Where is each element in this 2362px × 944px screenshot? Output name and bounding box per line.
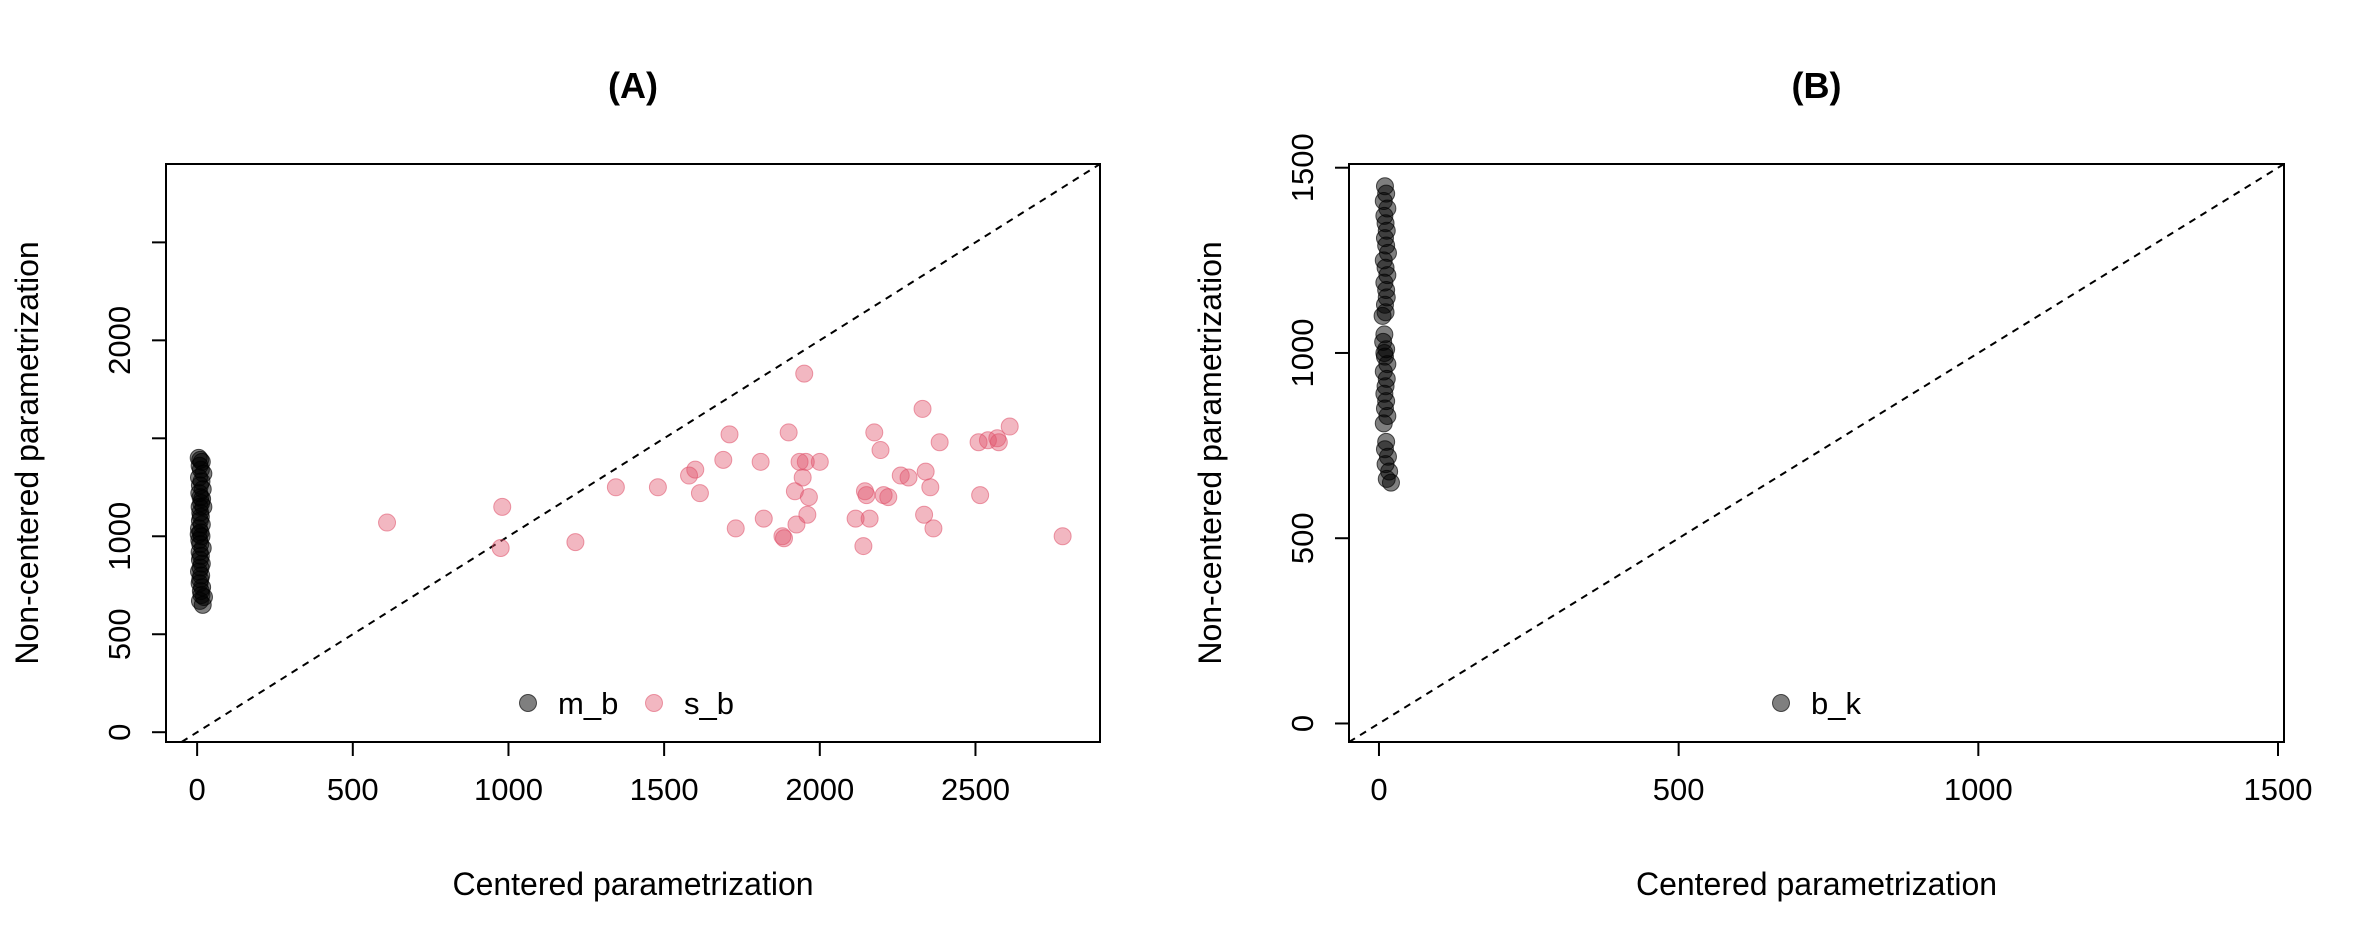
legend-marker (1772, 694, 1790, 712)
y-tick-label: 1000 (1285, 318, 1320, 387)
point-m-b (193, 595, 212, 614)
point-b-k (1373, 306, 1392, 325)
point-s-b (916, 462, 935, 481)
point-b-k (1381, 473, 1400, 492)
point-s-b (879, 488, 898, 507)
point-s-b (913, 399, 932, 418)
x-axis-label: Centered parametrization (452, 866, 813, 902)
point-s-b (493, 497, 512, 516)
x-tick-label: 0 (189, 772, 206, 807)
point-s-b (790, 452, 809, 471)
point-s-b (686, 460, 705, 479)
x-tick-label: 0 (1370, 772, 1387, 807)
x-tick-label: 1000 (1944, 772, 2013, 807)
chart-title: (B) (1792, 65, 1842, 106)
legend-label: b_k (1811, 686, 1861, 721)
point-s-b (899, 468, 918, 487)
identity-line (1348, 163, 2285, 743)
y-tick-label: 500 (102, 608, 137, 660)
point-s-b (1000, 417, 1019, 436)
x-tick-label: 500 (327, 772, 379, 807)
point-s-b (989, 433, 1008, 452)
y-axis-label: Non-centered parametrization (9, 241, 45, 664)
point-s-b (798, 505, 817, 524)
point-s-b (860, 509, 879, 528)
point-s-b (971, 486, 990, 505)
chart-title: (A) (608, 65, 658, 106)
point-s-b (865, 423, 884, 442)
point-s-b (714, 450, 733, 469)
point-s-b (930, 433, 949, 452)
point-s-b (726, 519, 745, 538)
y-tick-label: 500 (1285, 512, 1320, 564)
point-s-b (690, 484, 709, 503)
point-s-b (1053, 527, 1072, 546)
point-s-b (606, 478, 625, 497)
legend-marker (645, 694, 663, 712)
point-s-b (796, 452, 815, 471)
point-s-b (810, 452, 829, 471)
point-b-k (1374, 414, 1393, 433)
plot-frame (1348, 163, 2285, 743)
x-tick-label: 1500 (2244, 772, 2313, 807)
panel-a: (A) 0 500 1000 1500 2000 2500 0 500 1000 2000 Cente… (9, 65, 1101, 902)
point-s-b (378, 513, 397, 532)
legend-label: s_b (684, 686, 734, 721)
point-s-b (799, 488, 818, 507)
x-tick-label: 2500 (941, 772, 1010, 807)
point-s-b (774, 529, 793, 548)
legend-marker (519, 694, 537, 712)
point-s-b (915, 505, 934, 524)
point-s-b (854, 537, 873, 556)
point-s-b (648, 478, 667, 497)
x-tick-label: 2000 (785, 772, 854, 807)
x-axis-label: Centered parametrization (1636, 866, 1997, 902)
point-s-b (751, 452, 770, 471)
point-s-b (720, 425, 739, 444)
point-s-b (795, 364, 814, 383)
point-s-b (924, 519, 943, 538)
x-tick-label: 1500 (630, 772, 699, 807)
point-b-k (1375, 343, 1394, 362)
y-tick-label: 0 (102, 724, 137, 741)
legend-label: m_b (558, 686, 618, 721)
y-tick-label: 1500 (1285, 133, 1320, 202)
y-tick-label: 2000 (102, 306, 137, 375)
point-s-b (846, 509, 865, 528)
point-s-b (871, 441, 890, 460)
point-s-b (754, 509, 773, 528)
point-s-b (779, 423, 798, 442)
y-tick-label: 0 (1285, 715, 1320, 732)
y-axis-label: Non-centered parametrization (1192, 241, 1228, 664)
identity-line (181, 163, 1101, 743)
point-s-b (921, 478, 940, 497)
panel-b: (B) 0 500 1000 1500 0 500 1000 1500 Centered para… (1192, 65, 2312, 902)
x-tick-label: 500 (1653, 772, 1705, 807)
point-s-b (793, 468, 812, 487)
x-tick-label: 1000 (474, 772, 543, 807)
y-tick-label: 1000 (102, 502, 137, 571)
point-s-b (857, 486, 876, 505)
point-s-b (491, 539, 510, 558)
point-m-b (189, 525, 208, 544)
plot-frame (165, 163, 1101, 743)
point-s-b (566, 533, 585, 552)
point-m-b (194, 497, 213, 516)
